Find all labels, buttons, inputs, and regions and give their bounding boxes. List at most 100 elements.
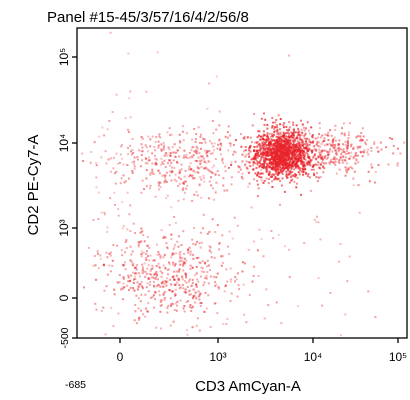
x-axis-ticks: 0 10³ 10⁴ 10⁵ — [117, 338, 407, 364]
data-point — [238, 166, 241, 169]
data-point — [165, 181, 168, 183]
data-point — [285, 125, 288, 128]
data-point — [147, 150, 150, 153]
data-point — [229, 300, 232, 302]
data-point — [136, 158, 139, 161]
data-point — [208, 249, 211, 252]
data-point — [273, 139, 276, 142]
data-point — [222, 261, 225, 264]
data-point — [170, 206, 173, 209]
data-point — [261, 141, 264, 144]
data-point — [265, 177, 268, 180]
data-point — [176, 281, 179, 284]
data-point — [282, 159, 285, 162]
data-point — [174, 283, 177, 286]
data-point — [174, 264, 177, 267]
data-point — [109, 270, 112, 273]
data-point — [300, 170, 303, 173]
data-point — [293, 153, 296, 156]
data-point — [260, 179, 263, 182]
data-point — [292, 132, 294, 135]
data-point — [140, 253, 143, 255]
data-point — [149, 145, 152, 148]
data-point — [324, 133, 327, 136]
data-point — [181, 275, 184, 278]
data-point — [133, 289, 136, 292]
data-point — [292, 146, 294, 148]
data-point — [302, 168, 304, 171]
data-point — [306, 161, 309, 164]
data-point — [314, 153, 316, 156]
data-point — [243, 137, 246, 140]
data-point — [222, 161, 225, 164]
data-point — [275, 155, 278, 158]
data-point — [276, 147, 279, 150]
data-point — [299, 150, 302, 153]
data-point — [283, 122, 286, 125]
data-point — [162, 148, 165, 151]
data-point — [269, 175, 272, 178]
data-point — [266, 123, 269, 126]
data-point — [262, 149, 265, 152]
data-point — [262, 153, 265, 156]
data-point — [338, 139, 341, 142]
data-point — [275, 130, 278, 133]
data-point — [270, 138, 273, 141]
data-point — [308, 143, 311, 146]
data-point — [326, 134, 329, 137]
data-point — [326, 143, 329, 146]
data-point — [272, 139, 275, 142]
data-point — [276, 129, 279, 132]
data-point — [200, 266, 203, 269]
data-point — [162, 236, 165, 239]
data-point — [204, 291, 207, 294]
data-point — [106, 128, 109, 131]
data-point — [194, 243, 197, 246]
data-point — [276, 132, 279, 135]
data-point — [199, 231, 202, 234]
data-point — [175, 151, 178, 154]
data-point — [157, 284, 160, 287]
data-point — [196, 165, 199, 168]
data-point — [257, 275, 260, 277]
data-point — [293, 168, 296, 171]
data-point — [288, 161, 291, 164]
data-point — [337, 146, 340, 149]
data-point — [337, 143, 340, 146]
data-point — [280, 163, 283, 166]
data-point — [171, 290, 174, 293]
data-point — [274, 153, 277, 156]
data-point — [263, 134, 266, 137]
data-point — [297, 150, 300, 152]
data-point — [317, 155, 320, 158]
data-point — [280, 156, 283, 159]
data-point — [241, 153, 244, 156]
data-point — [247, 185, 250, 188]
data-point — [331, 143, 334, 146]
data-point — [283, 167, 286, 170]
data-point — [174, 294, 176, 297]
data-point — [316, 142, 319, 145]
data-point — [157, 147, 160, 149]
data-point — [209, 140, 212, 143]
data-point — [194, 291, 197, 294]
data-point — [128, 213, 131, 216]
data-point — [325, 150, 328, 153]
data-point — [288, 248, 291, 251]
data-point — [271, 138, 274, 141]
data-point — [155, 162, 158, 165]
data-point — [157, 250, 160, 253]
data-point — [312, 168, 315, 171]
data-point — [234, 280, 236, 283]
data-point — [341, 159, 344, 162]
data-point — [279, 180, 282, 183]
data-point — [178, 140, 181, 143]
data-point — [303, 143, 306, 146]
data-point — [205, 277, 208, 280]
data-point — [186, 333, 189, 336]
data-point — [334, 139, 337, 142]
data-point — [260, 145, 263, 147]
data-point — [216, 224, 219, 227]
data-point — [131, 170, 134, 173]
data-point — [140, 135, 143, 138]
